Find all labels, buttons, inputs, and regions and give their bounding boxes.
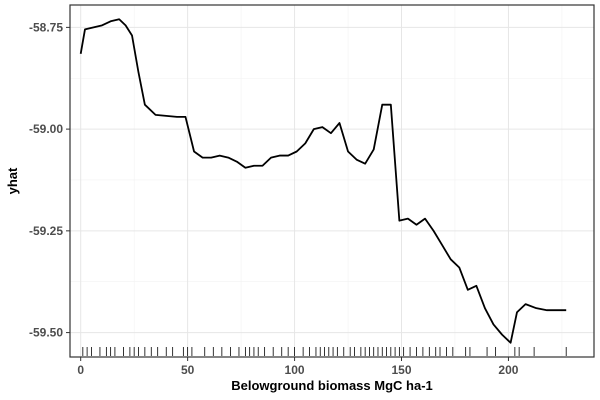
y-ticks: -59.50 -59.25 -59.00 -58.75	[29, 20, 70, 340]
rug	[82, 347, 567, 356]
panel-background	[70, 5, 594, 357]
x-tick-label: 100	[285, 363, 305, 377]
series-lines	[79, 18, 567, 344]
x-tick-label: 150	[391, 363, 411, 377]
x-ticks: 0 50 100 150 200	[77, 357, 519, 377]
y-tick-label: -59.25	[29, 224, 63, 238]
x-tick-label: 0	[77, 363, 84, 377]
y-tick-label: -59.00	[29, 122, 63, 136]
x-axis-title: Belowground biomass MgC ha-1	[231, 378, 433, 393]
y-tick-label: -59.50	[29, 326, 63, 340]
y-axis-title: yhat	[5, 167, 20, 194]
grid	[70, 5, 594, 357]
x-tick-label: 50	[181, 363, 195, 377]
series-line	[79, 18, 567, 344]
y-tick-label: -58.75	[29, 20, 63, 34]
x-tick-label: 200	[498, 363, 518, 377]
panel-border	[69, 4, 595, 358]
